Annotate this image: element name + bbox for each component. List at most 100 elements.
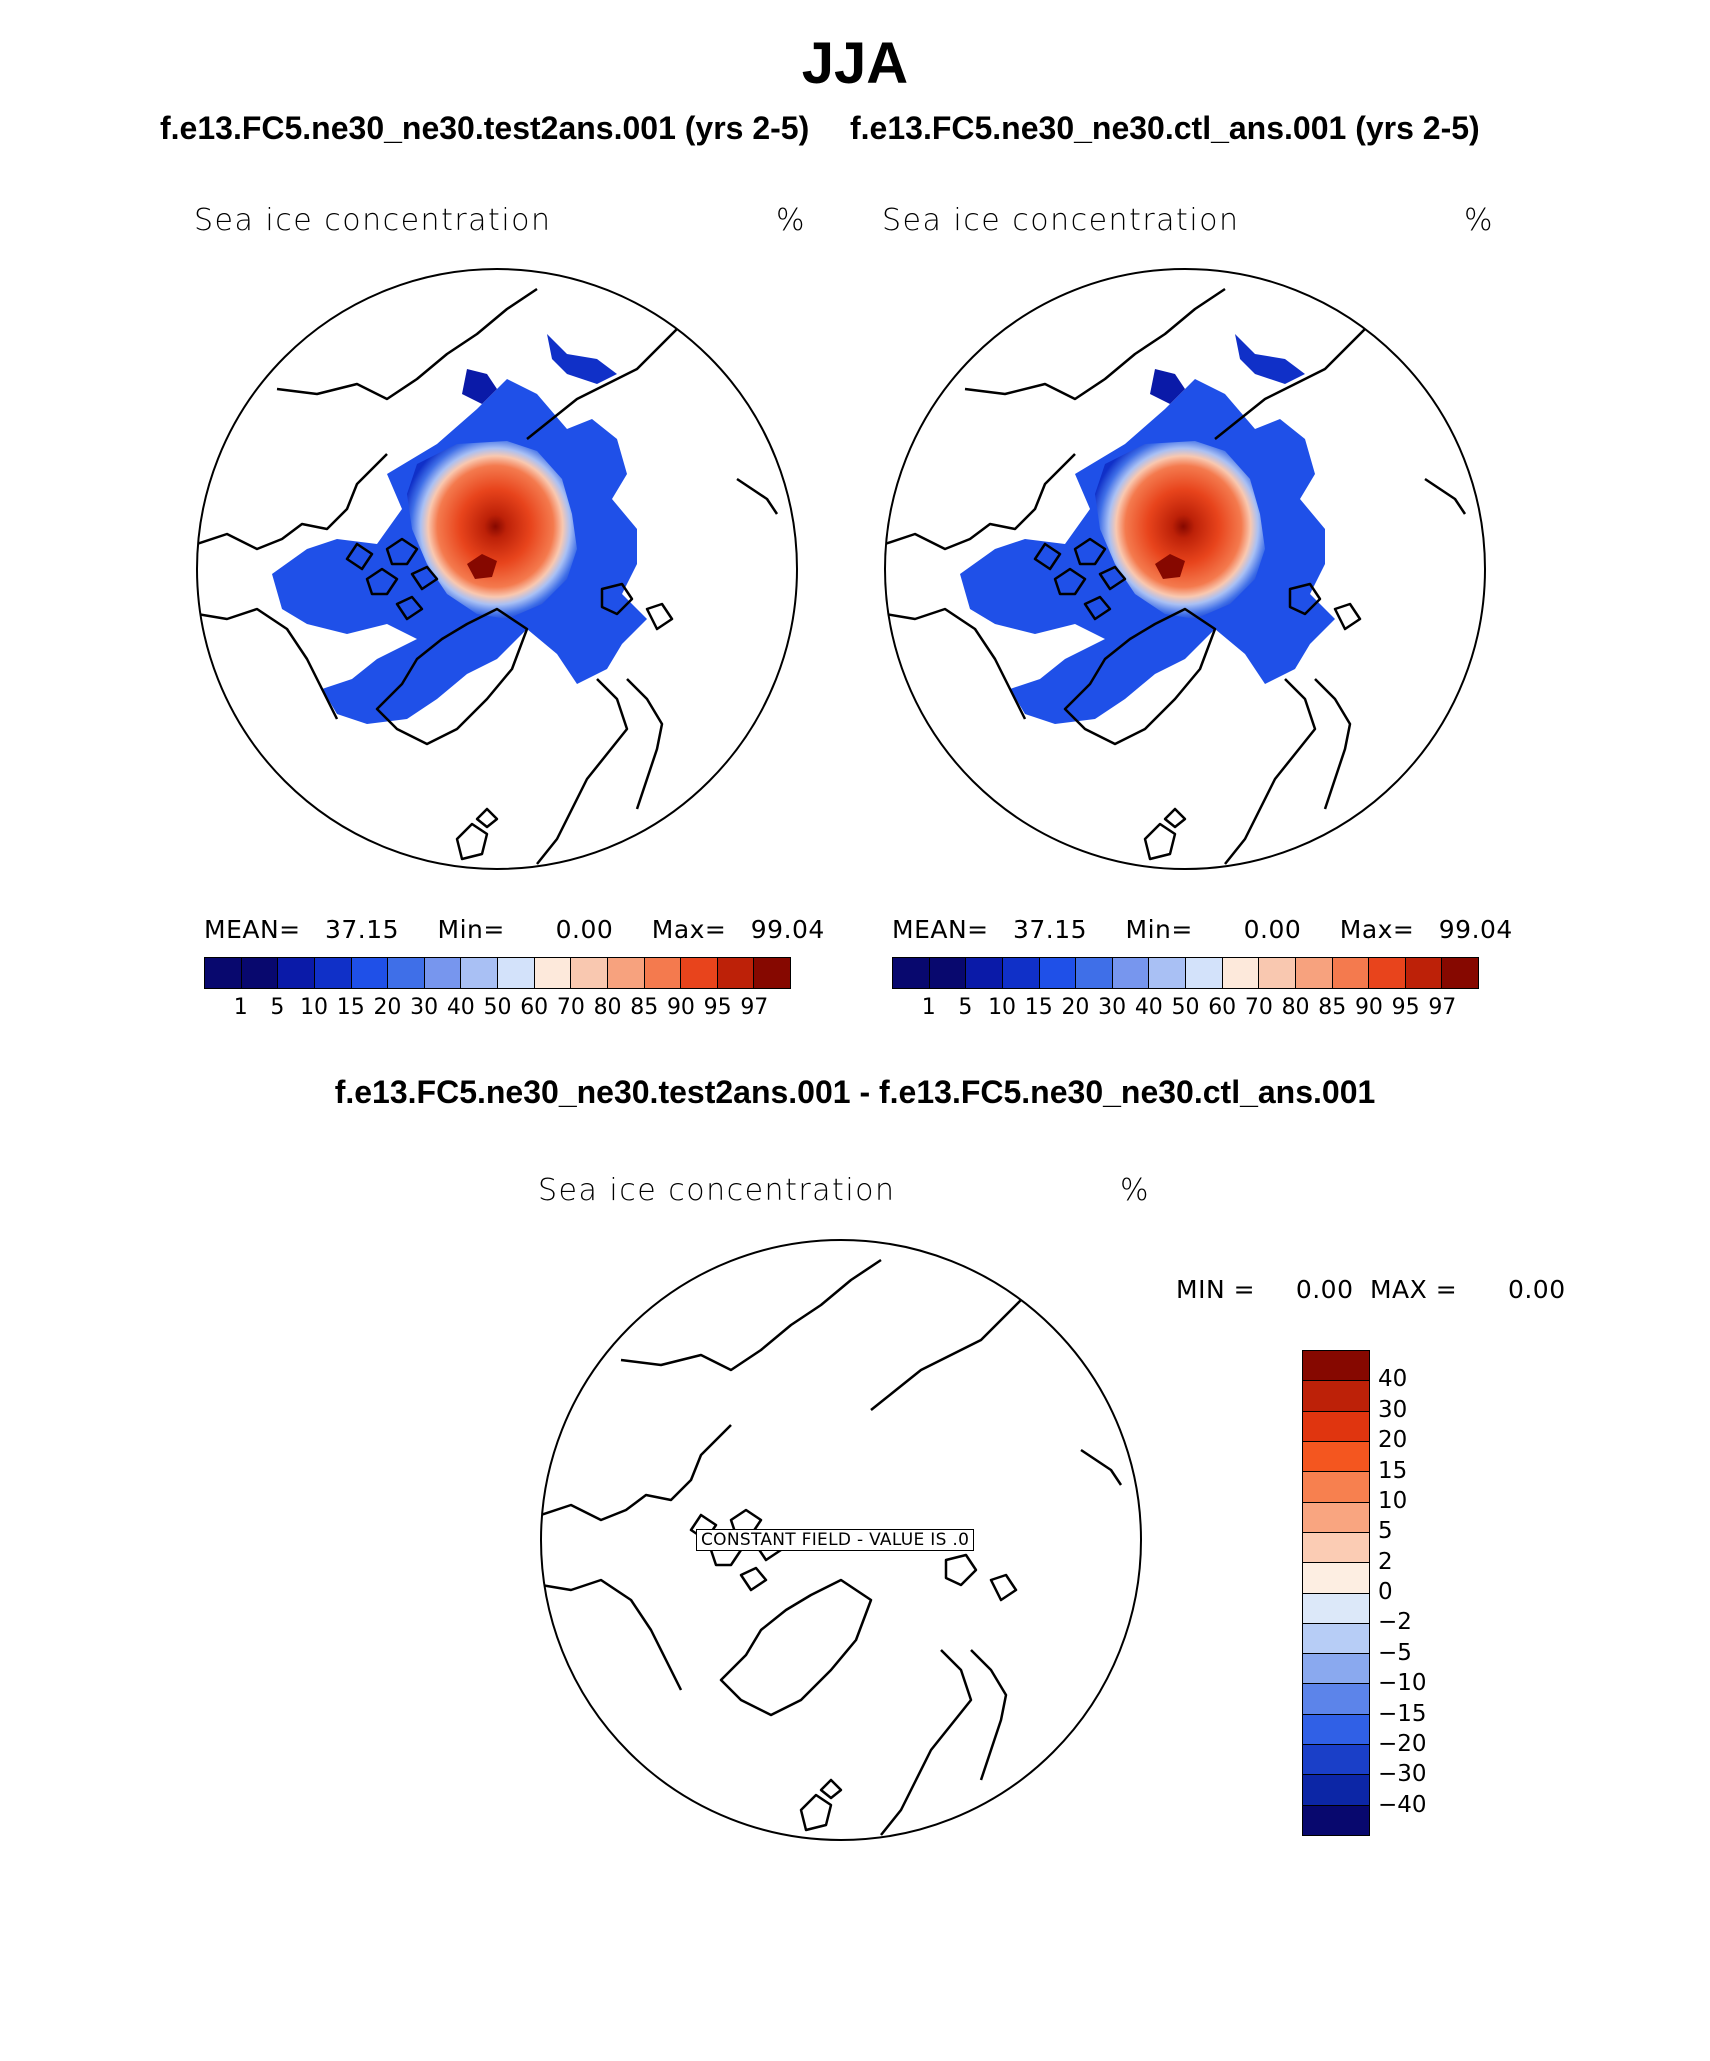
panel2-colorbar-swatch-0 — [893, 958, 930, 988]
panel2-colorbar-tick-label: 40 — [1134, 995, 1163, 1020]
diff-colorbar-tick-label: 5 — [1378, 1518, 1393, 1545]
panel1-colorbar — [204, 957, 791, 989]
panel2-colorbar-swatch-12 — [1332, 958, 1370, 988]
panel2-colorbar-tick-label: 60 — [1208, 995, 1237, 1020]
panel2-colorbar-swatch-2 — [966, 958, 1003, 988]
panel1-colorbar-tick-label: 1 — [233, 995, 248, 1020]
diff-colorbar-swatch-12 — [1303, 1714, 1369, 1746]
panel1-colorbar-swatch-6 — [424, 958, 462, 988]
panel2-colorbar-swatch-5 — [1076, 958, 1113, 988]
panel1-colorbar-tick-label: 50 — [483, 995, 512, 1020]
panel2-colorbar-tick-label: 85 — [1318, 995, 1347, 1020]
panel2-colorbar-tick-label: 15 — [1024, 995, 1053, 1020]
panel2-colorbar-swatch-8 — [1186, 958, 1223, 988]
panel1-mean-label: MEAN= — [204, 915, 301, 944]
panel1-colorbar-swatch-1 — [241, 958, 279, 988]
diff-colorbar-swatch-9 — [1303, 1623, 1369, 1655]
panel1-colorbar-swatch-11 — [607, 958, 645, 988]
difference-title: f.e13.FC5.ne30_ne30.test2ans.001 - f.e13… — [334, 1074, 1376, 1110]
diff-colorbar-swatch-1 — [1303, 1381, 1369, 1412]
panel1-colorbar-tick-label: 40 — [446, 995, 475, 1020]
diff-colorbar-swatch-11 — [1303, 1684, 1369, 1715]
figure-title: JJA — [801, 31, 909, 96]
panel2-colorbar-tick-label: 30 — [1098, 995, 1127, 1020]
panel2-colorbar-tick-label: 5 — [958, 995, 973, 1020]
panel2-variable-label: Sea ice concentration — [882, 203, 1240, 238]
panel2-units-label: % — [1464, 203, 1495, 238]
panel1-colorbar-swatch-13 — [681, 958, 718, 988]
diff-colorbar-tick-label: −15 — [1378, 1700, 1427, 1727]
panel2-mean-value: 37.15 — [1013, 915, 1088, 944]
diff-colorbar-tick-label: 40 — [1378, 1366, 1408, 1393]
diff-colorbar-tick-label: −40 — [1378, 1791, 1427, 1818]
panel1-colorbar-tick-label: 97 — [740, 995, 769, 1020]
panel1-colorbar-tick-label: 80 — [593, 995, 622, 1020]
diff-colorbar-tick-label: −5 — [1378, 1639, 1412, 1666]
panel2-colorbar-tick-label: 20 — [1061, 995, 1090, 1020]
diff-colorbar-swatch-15 — [1303, 1805, 1369, 1835]
panel2-max-label: Max= — [1339, 915, 1415, 944]
diff-colorbar-swatch-13 — [1303, 1745, 1369, 1776]
panel1-colorbar-tick-label: 70 — [556, 995, 585, 1020]
test-case-title: f.e13.FC5.ne30_ne30.test2ans.001 (yrs 2-… — [160, 110, 810, 146]
panel2-map — [884, 268, 1486, 870]
panel1-colorbar-tick-label: 5 — [270, 995, 285, 1020]
panel2-mean-label: MEAN= — [892, 915, 989, 944]
panel2-colorbar-ticks: 1 5 10 15 20 30 40 50 60 70 80 85 90 95 97 — [892, 995, 1479, 1025]
panel2-colorbar-tick-label: 70 — [1244, 995, 1273, 1020]
panel2-colorbar-swatch-6 — [1112, 958, 1150, 988]
panel1-colorbar-tick-label: 30 — [410, 995, 439, 1020]
diff-colorbar-tick-label: −2 — [1378, 1609, 1412, 1636]
diff-map — [540, 1239, 1142, 1841]
panel1-colorbar-tick-label: 15 — [336, 995, 365, 1020]
panel2-colorbar-swatch-1 — [929, 958, 967, 988]
diff-min-label: MIN = — [1176, 1275, 1256, 1304]
panel2-colorbar-swatch-10 — [1259, 958, 1296, 988]
panel1-colorbar-tick-label: 10 — [300, 995, 329, 1020]
control-case-title: f.e13.FC5.ne30_ne30.ctl_ans.001 (yrs 2-5… — [850, 110, 1480, 146]
panel1-mean-value: 37.15 — [325, 915, 400, 944]
diff-colorbar-tick-label: 30 — [1378, 1396, 1408, 1423]
panel1-colorbar-swatch-15 — [754, 958, 790, 988]
panel2-colorbar — [892, 957, 1479, 989]
constant-field-label: CONSTANT FIELD - VALUE IS .0 — [696, 1529, 975, 1551]
panel1-variable-label: Sea ice concentration — [194, 203, 552, 238]
panel2-colorbar-swatch-11 — [1295, 958, 1333, 988]
panel1-max-value: 99.04 — [750, 915, 825, 944]
panel1-colorbar-swatch-9 — [534, 958, 572, 988]
diff-colorbar-swatch-14 — [1303, 1775, 1369, 1806]
diff-colorbar — [1302, 1350, 1370, 1836]
panel2-colorbar-tick-label: 80 — [1281, 995, 1310, 1020]
diff-colorbar-swatch-2 — [1303, 1411, 1369, 1442]
diff-variable-label: Sea ice concentration — [538, 1173, 896, 1208]
diff-units-label: % — [1120, 1173, 1151, 1208]
diff-colorbar-swatch-8 — [1303, 1593, 1369, 1624]
diff-colorbar-swatch-3 — [1303, 1441, 1369, 1473]
panel2-colorbar-tick-label: 95 — [1391, 995, 1420, 1020]
panel1-colorbar-swatch-3 — [314, 958, 352, 988]
panel2-colorbar-swatch-3 — [1002, 958, 1040, 988]
panel1-min-label: Min= — [437, 915, 505, 944]
panel1-colorbar-swatch-5 — [388, 958, 425, 988]
panel2-colorbar-tick-label: 10 — [988, 995, 1017, 1020]
panel2-colorbar-tick-label: 97 — [1428, 995, 1457, 1020]
diff-colorbar-tick-label: 0 — [1378, 1579, 1393, 1605]
panel1-colorbar-tick-label: 60 — [520, 995, 549, 1020]
diff-colorbar-tick-label: −10 — [1378, 1670, 1427, 1697]
panel2-colorbar-swatch-9 — [1222, 958, 1260, 988]
diff-colorbar-tick-label: 10 — [1378, 1487, 1408, 1514]
panel1-colorbar-tick-label: 90 — [666, 995, 695, 1020]
panel2-min-label: Min= — [1125, 915, 1193, 944]
panel2-min-value: 0.00 — [1243, 915, 1302, 944]
panel2-colorbar-tick-label: 90 — [1354, 995, 1383, 1020]
diff-colorbar-swatch-7 — [1303, 1563, 1369, 1594]
panel1-max-label: Max= — [651, 915, 727, 944]
panel1-colorbar-swatch-0 — [205, 958, 242, 988]
panel1-min-value: 0.00 — [555, 915, 614, 944]
panel1-colorbar-tick-label: 20 — [373, 995, 402, 1020]
panel1-colorbar-swatch-2 — [278, 958, 315, 988]
panel1-colorbar-swatch-8 — [498, 958, 535, 988]
panel1-units-label: % — [776, 203, 807, 238]
panel1-colorbar-ticks: 1 5 10 15 20 30 40 50 60 70 80 85 90 95 97 — [204, 995, 791, 1025]
